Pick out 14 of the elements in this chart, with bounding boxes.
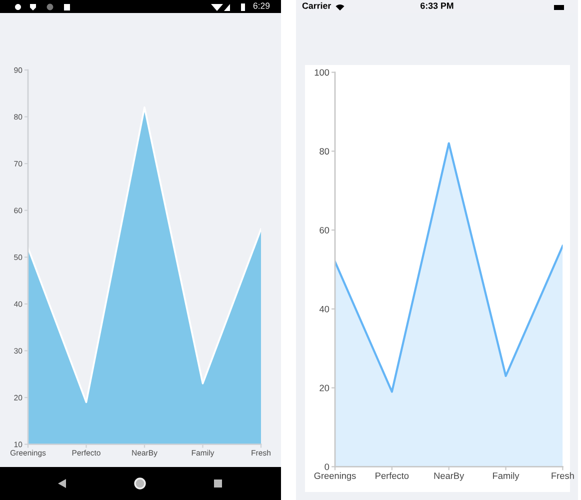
text: 6:29 (253, 2, 270, 9)
y-tick-label: 60 (320, 226, 330, 234)
y-tick-label: 40 (319, 306, 330, 312)
y-tick-label: 20 (320, 384, 330, 392)
x-tick-label: Fresh (552, 472, 574, 479)
x-tick-label: Perfecto (376, 472, 409, 479)
x-tick-label: NearBy (434, 472, 464, 481)
text: Carrier (302, 2, 332, 9)
x-tick-label: Greenings (314, 472, 356, 481)
y-tick-label: 100 (314, 69, 330, 76)
y-tick-label: 0 (324, 464, 330, 470)
y-tick-label: 80 (320, 148, 330, 155)
x-tick-label: Family (493, 472, 520, 481)
text: 6:33 PM (420, 2, 454, 9)
